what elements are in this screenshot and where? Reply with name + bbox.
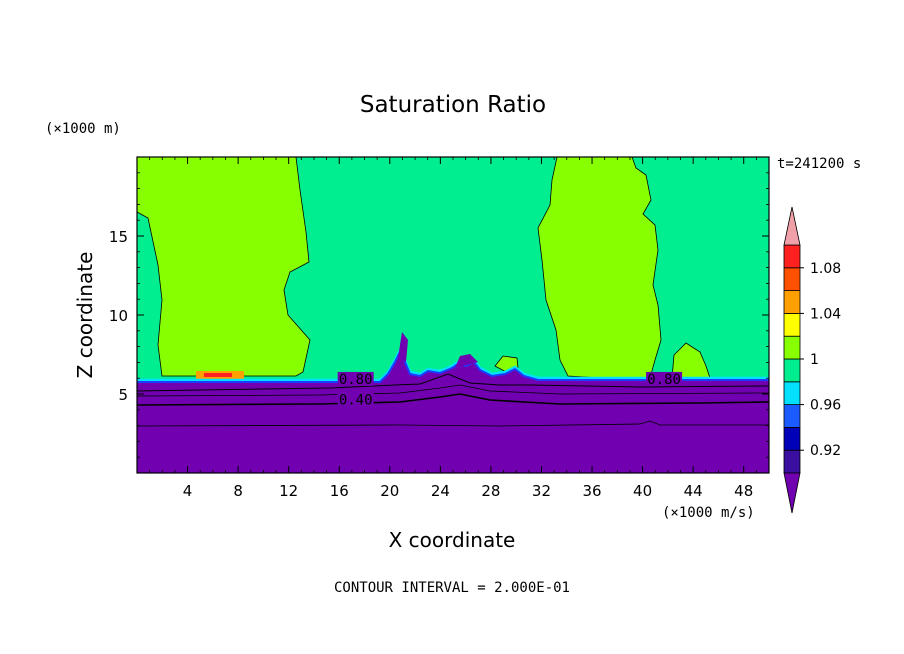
colorbar-over-arrow	[783, 206, 801, 246]
x-unit-label: (×1000 m/s)	[662, 505, 755, 521]
contour-line-0-20	[137, 420, 769, 427]
x-axis-label: X coordinate	[389, 528, 516, 552]
colorbar-tick-label: 1.04	[810, 306, 841, 322]
x-tick-label: 24	[431, 482, 450, 500]
contour-label: 0.40	[339, 392, 373, 408]
colorbar-under-arrow	[783, 472, 801, 514]
x-tick-label: 4	[183, 482, 193, 500]
x-tick-label: 44	[684, 482, 703, 500]
x-tick-label: 16	[330, 482, 349, 500]
cloud-spike-2	[455, 354, 478, 368]
contour-label-bg	[646, 371, 683, 386]
x-tick-label: 28	[481, 482, 500, 500]
contour-line-0-60	[137, 384, 769, 397]
colorbar-swatch	[783, 312, 801, 337]
y-tick-label: 5	[118, 386, 128, 404]
contour-label: 0.80	[339, 372, 373, 388]
colorbar-swatch	[783, 290, 801, 314]
x-tick-label: 8	[233, 482, 243, 500]
x-tick-label: 32	[532, 482, 551, 500]
colorbar-tick-label: 0.96	[810, 398, 841, 414]
contour-label: 0.80	[647, 372, 681, 388]
colorbar-swatch	[783, 426, 801, 451]
blue-boundary-band	[137, 347, 769, 383]
contour-interval-note: CONTOUR INTERVAL = 2.000E-01	[334, 580, 570, 596]
supersaturated-patch-core	[204, 373, 232, 377]
x-tick-label: 48	[734, 482, 753, 500]
x-tick-label: 12	[279, 482, 298, 500]
colorbar-swatch	[783, 381, 801, 405]
contour-label-bg	[337, 392, 374, 407]
x-tick-label: 20	[380, 482, 399, 500]
x-tick-label: 40	[633, 482, 652, 500]
chart-title: Saturation Ratio	[360, 92, 546, 118]
colorbar-swatch	[783, 404, 801, 428]
contour-line-0-80	[137, 373, 769, 392]
x-ticks: 4 8 12 16 20 24 28 32 36 40 44 48	[149, 157, 757, 500]
y-unit-label: (×1000 m)	[45, 121, 121, 137]
x-tick-label: 36	[582, 482, 601, 500]
contour-labels: 0.80 0.40 0.80	[337, 371, 683, 408]
colorbar-tick-label: 0.92	[810, 443, 841, 459]
y-tick-label: 10	[109, 307, 128, 325]
colorbar-swatch	[783, 335, 801, 360]
y-ticks: 5 10 15	[109, 172, 769, 458]
colorbar-swatch	[783, 244, 801, 269]
y-axis-label: Z coordinate	[73, 252, 97, 379]
contour-label-bg	[337, 371, 374, 386]
colorbar-tick-label: 1.08	[810, 261, 841, 277]
colorbar-tick-label: 1	[810, 352, 819, 368]
supersaturated-region-left	[137, 157, 311, 377]
colorbar: 1.08 1.04 1 0.96 0.92	[783, 206, 841, 514]
time-label: t=241200 s	[777, 156, 861, 172]
y-tick-label: 15	[109, 228, 128, 246]
supersaturated-region-right	[537, 157, 662, 379]
colorbar-swatch	[783, 449, 801, 474]
colorbar-swatch	[783, 358, 801, 383]
plot-area	[137, 157, 769, 473]
cloud-spike-1	[398, 332, 408, 362]
colorbar-swatch	[783, 267, 801, 291]
